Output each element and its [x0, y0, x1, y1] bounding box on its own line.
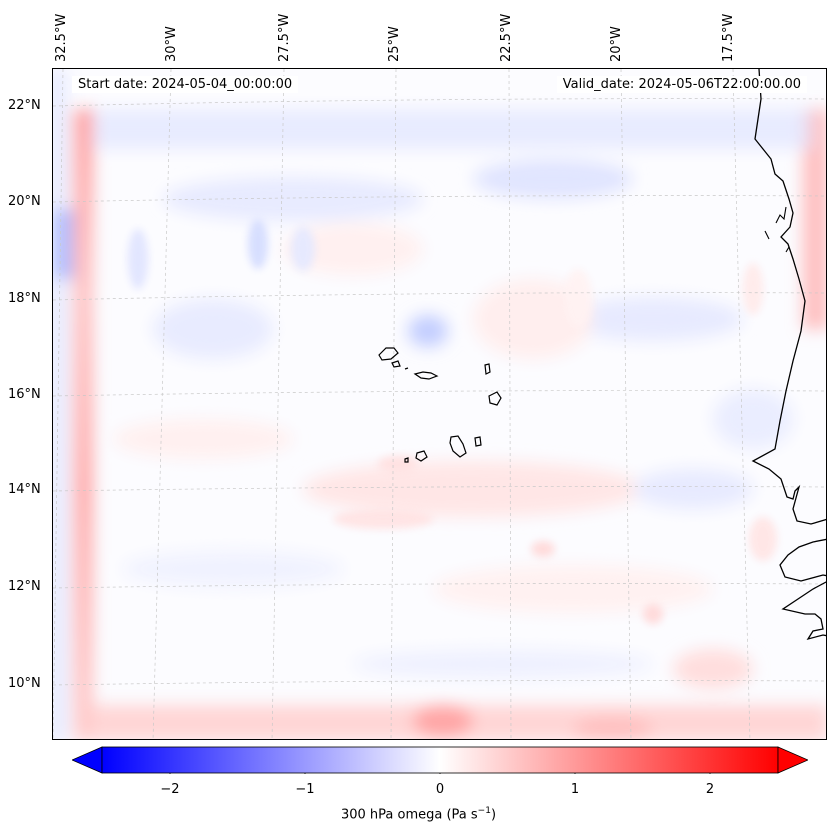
map-gridlines	[53, 69, 826, 739]
island-boa-vista	[488, 391, 502, 406]
colorbar-left-extend	[70, 746, 103, 774]
colorbar-title: 300 hPa omega (Pa s−1)	[0, 806, 837, 822]
colorbar-tick-2: 2	[705, 782, 715, 797]
colorbar	[70, 746, 810, 777]
start-date-label: Start date: 2024-05-04_00:00:00	[72, 76, 299, 93]
lat-label-22n: 22°N	[8, 98, 41, 113]
map-panel[interactable]	[52, 68, 827, 740]
africa-coastline-inlet	[764, 206, 790, 253]
valid-date-label: Valid_date: 2024-05-06T22:00:00.00	[556, 76, 807, 93]
colorbar-tick-minus-1: −1	[295, 782, 315, 797]
island-fogo	[415, 450, 428, 462]
colorbar-tick-minus-2: −2	[160, 782, 180, 797]
island-sao-vicente	[391, 360, 401, 368]
lat-label-16n: 16°N	[8, 387, 41, 402]
island-sao-nicolau	[413, 371, 439, 380]
lon-label-17-5w: 17.5°W	[721, 13, 736, 62]
omega-shading	[53, 69, 826, 739]
colorbar-right-extend	[777, 746, 810, 774]
colorbar-tick-1: 1	[570, 782, 580, 797]
island-maio	[474, 436, 482, 447]
lat-label-12n: 12°N	[8, 579, 41, 594]
omega-fine-shading	[128, 219, 777, 624]
lon-label-27-5w: 27.5°W	[277, 13, 292, 62]
island-sal	[484, 363, 491, 375]
lon-label-30w: 30°W	[164, 26, 179, 62]
lat-label-14n: 14°N	[8, 482, 41, 497]
colorbar-gradient	[101, 746, 779, 774]
colorbar-tick-0: 0	[435, 782, 445, 797]
island-brava	[404, 457, 409, 463]
colorbar-title-text: 300 hPa omega (Pa s	[340, 807, 478, 823]
cape-verde-islands	[378, 347, 502, 463]
island-santa-luzia	[404, 367, 409, 370]
island-santo-antao	[378, 347, 399, 361]
lon-label-25w: 25°W	[387, 26, 402, 62]
lon-label-20w: 20°W	[609, 26, 624, 62]
lon-label-32-5w: 32.5°W	[54, 13, 69, 62]
lat-label-10n: 10°N	[8, 676, 41, 691]
lon-label-22-5w: 22.5°W	[499, 13, 514, 62]
omega-field-map	[53, 69, 826, 739]
lat-label-20n: 20°N	[8, 194, 41, 209]
field-background	[53, 69, 826, 739]
lat-label-18n: 18°N	[8, 291, 41, 306]
island-santiago	[449, 435, 467, 458]
africa-coastline	[751, 69, 826, 641]
colorbar-title-exponent: −1	[477, 806, 491, 816]
colorbar-title-end: )	[490, 807, 497, 823]
